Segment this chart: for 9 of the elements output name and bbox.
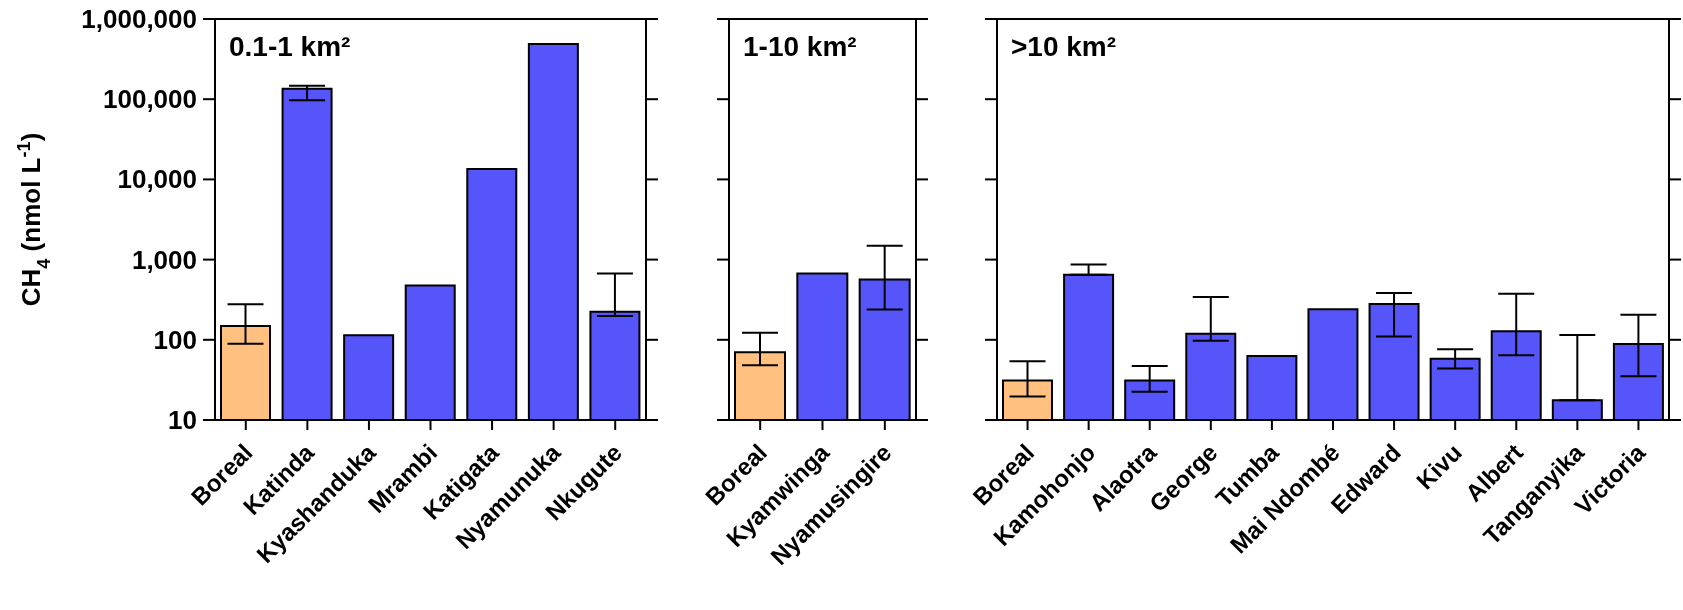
chart-title: >10 km² [1011,31,1117,63]
chart-title: 1-10 km² [743,31,857,63]
y-tick-label: 100 [153,324,197,355]
chart-title: 0.1-1 km² [229,31,351,63]
y-tick-label: 10 [168,405,197,435]
y-tick-label: 1,000 [131,244,197,275]
y-tick-label: 1,000,000 [81,4,197,34]
y-tick-label: 100,000 [103,84,197,115]
y-tick-label: 10,000 [117,164,197,195]
